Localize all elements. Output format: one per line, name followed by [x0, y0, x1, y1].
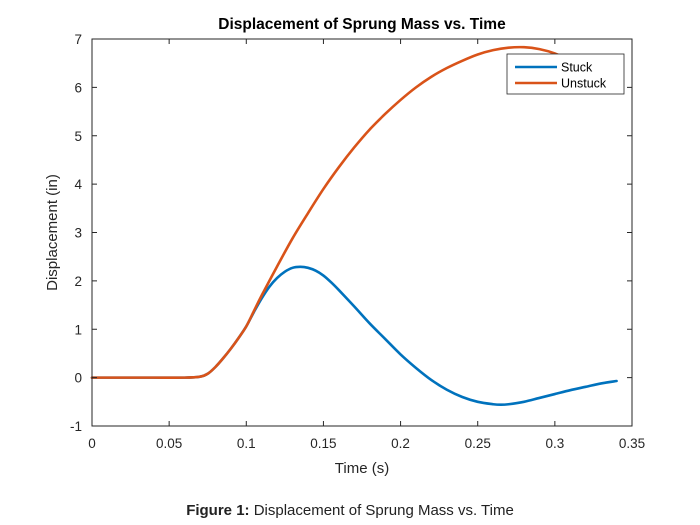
legend-label-stuck: Stuck: [561, 61, 593, 75]
plot-area: [92, 39, 632, 426]
figure-caption: Figure 1: Displacement of Sprung Mass vs…: [0, 502, 700, 519]
x-tick-label: 0.2: [391, 436, 410, 451]
legend-box: [506, 53, 625, 95]
legend-label-unstuck: Unstuck: [561, 77, 607, 91]
y-tick-label: 4: [74, 177, 82, 192]
y-tick-label: 1: [74, 322, 82, 337]
y-tick-label: 6: [74, 80, 82, 95]
x-axis-label: Time (s): [335, 460, 389, 477]
x-tick-label: 0.1: [237, 436, 256, 451]
y-tick-label: 0: [74, 371, 82, 386]
y-axis-label: Displacement (in): [44, 174, 61, 291]
x-tick-label: 0.3: [545, 436, 564, 451]
x-tick-label: 0.25: [465, 436, 491, 451]
caption-text: Displacement of Sprung Mass vs. Time: [249, 502, 514, 519]
y-tick-label: 5: [74, 129, 82, 144]
chart-title: Displacement of Sprung Mass vs. Time: [218, 16, 506, 33]
y-tick-label: 3: [74, 226, 82, 241]
x-tick-label: 0.05: [156, 436, 182, 451]
y-tick-label: 2: [74, 274, 82, 289]
y-tick-label: -1: [70, 419, 82, 434]
x-tick-label: 0.15: [310, 436, 336, 451]
series-line-unstuck: [90, 45, 618, 380]
x-tick-label: 0.35: [619, 436, 645, 451]
series-layer: [90, 45, 618, 407]
x-tick-label: 0: [88, 436, 96, 451]
tick-layer: 0 0.05 0.1 0.15 0.2 0.25 0.3 0.35 -1 0 1 2 3 4 5 6 7: [70, 32, 645, 451]
caption-label: Figure 1:: [186, 502, 250, 519]
y-tick-label: 7: [74, 32, 82, 47]
legend: Stuck Unstuck: [506, 53, 625, 95]
line-chart: 0 0.05 0.1 0.15 0.2 0.25 0.3 0.35 -1 0 1 2 3 4 5 6 7 Dis…: [44, 16, 646, 477]
